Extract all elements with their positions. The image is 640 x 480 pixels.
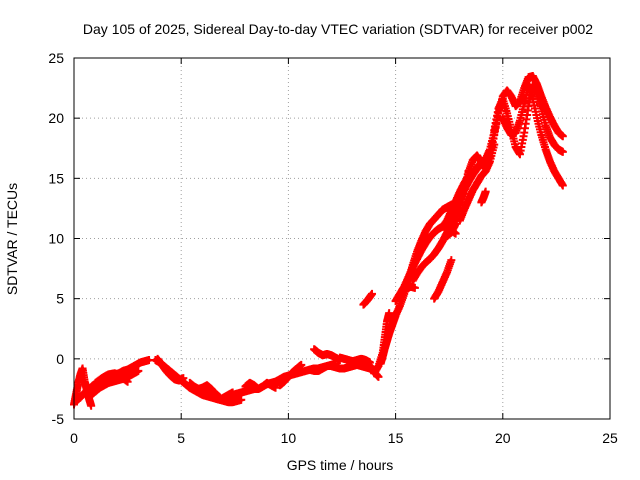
x-tick-label: 15 bbox=[388, 430, 404, 446]
series-arc10 bbox=[241, 378, 280, 393]
data-point bbox=[368, 289, 377, 298]
data-point bbox=[385, 309, 394, 318]
data-point bbox=[271, 383, 280, 392]
data-point bbox=[447, 256, 456, 265]
data-point bbox=[134, 366, 143, 375]
series-arc4 bbox=[91, 369, 132, 387]
data-point bbox=[123, 377, 132, 386]
series-arc28 bbox=[490, 80, 567, 159]
series-arc27 bbox=[477, 187, 490, 207]
y-tick-label: 5 bbox=[56, 291, 64, 307]
data-point bbox=[297, 360, 306, 369]
y-tick-label: 25 bbox=[48, 50, 64, 66]
x-tick-label: 20 bbox=[495, 430, 511, 446]
x-tick-label: 25 bbox=[602, 430, 618, 446]
data-point bbox=[374, 372, 383, 381]
series-arc6 bbox=[153, 354, 188, 385]
y-tick-label: 15 bbox=[48, 170, 64, 186]
x-tick-label: 10 bbox=[281, 430, 297, 446]
data-point bbox=[87, 401, 96, 410]
series-arc16 bbox=[359, 289, 377, 309]
series-arc22 bbox=[430, 256, 456, 303]
series-arc29 bbox=[498, 82, 567, 190]
data-point bbox=[481, 187, 490, 196]
data-point bbox=[237, 395, 246, 404]
y-tick-label: 20 bbox=[48, 110, 64, 126]
x-axis-label: GPS time / hours bbox=[287, 457, 394, 473]
tick-layer: 0 5 10 15 20 25 -5 0 5 10 15 20 25 bbox=[48, 50, 618, 446]
x-tick-label: 0 bbox=[70, 430, 78, 446]
series-arc20 bbox=[398, 282, 419, 297]
data-point bbox=[410, 283, 419, 292]
y-tick-label: -5 bbox=[52, 411, 65, 427]
data-marks bbox=[70, 72, 567, 410]
series-arc11 bbox=[275, 360, 306, 390]
series-arc24 bbox=[443, 167, 473, 241]
chart-title: Day 105 of 2025, Sidereal Day-to-day VTE… bbox=[83, 21, 593, 37]
data-point bbox=[558, 132, 567, 141]
y-tick-label: 0 bbox=[56, 351, 64, 367]
x-tick-label: 5 bbox=[177, 430, 185, 446]
y-tick-label: 10 bbox=[48, 231, 64, 247]
data-point bbox=[558, 147, 567, 156]
data-point bbox=[179, 374, 188, 383]
y-axis-label: SDTVAR / TECUs bbox=[4, 183, 20, 295]
data-point bbox=[558, 181, 567, 190]
